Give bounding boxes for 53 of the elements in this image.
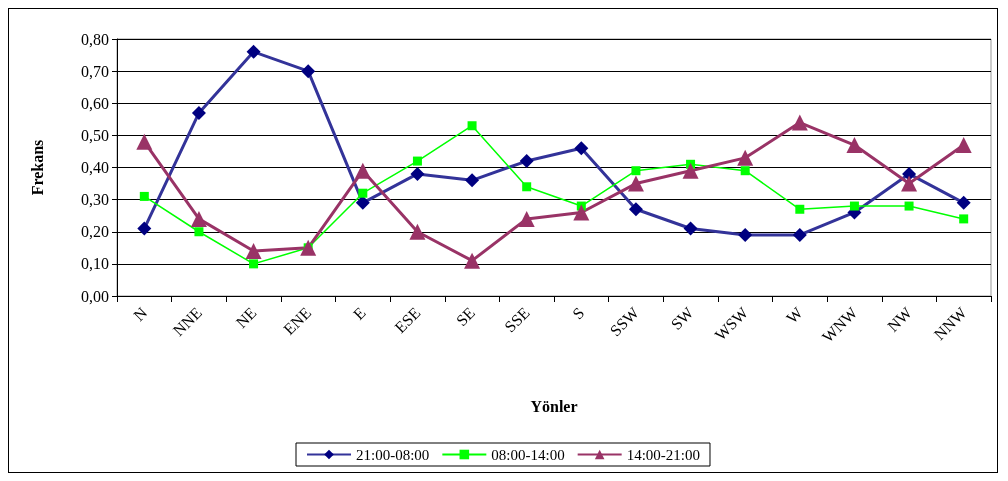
x-tick-label: SSE xyxy=(501,303,533,336)
point xyxy=(245,243,262,260)
point xyxy=(518,210,535,227)
legend-label: 14:00-21:00 xyxy=(626,446,701,463)
legend-label: 21:00-08:00 xyxy=(356,446,430,463)
point xyxy=(627,175,644,192)
point xyxy=(849,201,859,211)
point xyxy=(190,210,207,227)
point xyxy=(467,121,477,131)
point xyxy=(682,162,699,179)
y-tick-label: 0,20 xyxy=(81,223,109,241)
x-tick-label: ESE xyxy=(391,303,424,337)
x-tick-label: S xyxy=(569,303,588,323)
point xyxy=(737,149,754,166)
point xyxy=(955,137,972,154)
point xyxy=(358,188,368,198)
x-tick-label: E xyxy=(349,303,369,323)
point xyxy=(631,166,641,176)
x-tick-label: N xyxy=(130,303,151,325)
y-tick-label: 0,40 xyxy=(81,159,109,176)
point xyxy=(194,227,204,237)
point xyxy=(249,259,259,269)
point xyxy=(409,223,426,240)
point xyxy=(464,252,481,269)
point xyxy=(412,156,422,166)
point xyxy=(959,214,969,224)
point xyxy=(791,114,808,131)
point xyxy=(901,175,918,192)
x-tick-label: NW xyxy=(884,303,916,335)
x-axis-title: Yönler xyxy=(530,397,578,415)
x-tick-label: SE xyxy=(452,303,479,330)
y-tick-label: 0,70 xyxy=(81,62,109,80)
point xyxy=(573,204,590,221)
y-tick-label: 0,60 xyxy=(81,94,109,112)
y-tick-label: 0,30 xyxy=(81,191,109,209)
legend-label: 08:00-14:00 xyxy=(491,446,565,463)
point xyxy=(740,166,750,176)
point xyxy=(904,201,914,211)
x-tick-label: NE xyxy=(232,303,260,332)
x-tick-label: SW xyxy=(667,303,698,333)
point xyxy=(300,239,317,256)
point xyxy=(846,137,863,154)
point xyxy=(139,191,149,201)
point xyxy=(522,182,532,192)
point xyxy=(354,162,371,179)
y-axis-title: Frekans xyxy=(28,139,46,196)
point xyxy=(795,204,805,214)
y-tick-label: 0,00 xyxy=(81,287,109,305)
y-tick-label: 0,80 xyxy=(81,30,109,48)
y-tick-label: 0,10 xyxy=(81,255,109,273)
point xyxy=(136,133,153,150)
x-tick-label: W xyxy=(783,303,807,327)
y-tick-label: 0,50 xyxy=(81,126,109,144)
